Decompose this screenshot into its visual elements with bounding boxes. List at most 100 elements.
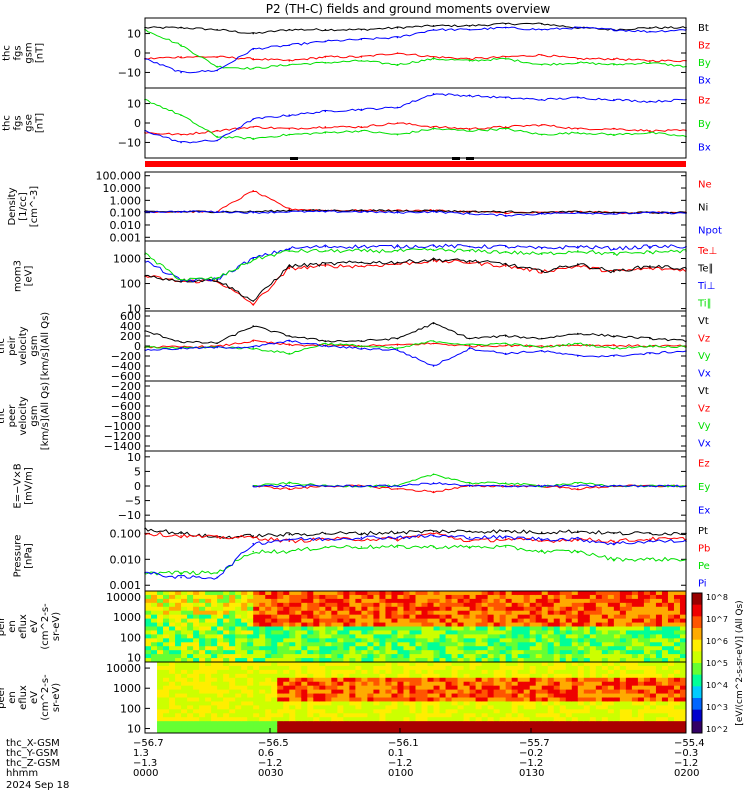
spectrogram-cell	[343, 630, 350, 635]
spectrogram-cell	[193, 662, 200, 667]
colorbar-segment	[692, 593, 702, 606]
spectrogram-cell	[313, 693, 320, 698]
spectrogram-cell	[229, 598, 236, 604]
spectrogram-cell	[589, 610, 597, 616]
spectrogram-cell	[559, 713, 567, 718]
spectrogram-cell	[217, 658, 224, 663]
spectrogram-cell	[661, 725, 669, 730]
spectrogram-cell	[367, 591, 374, 596]
spectrogram-cell	[517, 634, 525, 639]
y-label-line: en	[7, 620, 18, 633]
spectrogram-cell	[385, 658, 392, 663]
spectrogram-cell	[433, 626, 441, 631]
spectrogram-cell	[169, 665, 176, 671]
data-point	[613, 335, 615, 337]
spectrogram-cell	[655, 654, 663, 659]
spectrogram-cell	[589, 646, 597, 651]
spectrogram-cell	[571, 606, 579, 612]
spectrogram-cell	[493, 610, 501, 616]
spectrogram-cell	[589, 622, 597, 627]
spectrogram-cell	[583, 669, 591, 675]
spectrogram-cell	[577, 618, 585, 624]
spectrogram-cell	[505, 721, 513, 726]
spectrogram-cell	[361, 622, 368, 627]
spectrogram-cell	[421, 725, 429, 730]
data-point	[613, 98, 615, 101]
spectrogram-cell	[277, 658, 284, 663]
spectrogram-cell	[571, 713, 579, 718]
spectrogram-cell	[649, 654, 657, 659]
spectrogram-cell	[655, 622, 663, 627]
spectrogram-cell	[535, 713, 543, 718]
spectrogram-cell	[325, 618, 332, 624]
spectrogram-cell	[373, 606, 380, 612]
spectrogram-cell	[343, 713, 350, 718]
spectrogram-cell	[457, 669, 465, 675]
spectrogram-cell	[655, 650, 663, 655]
spectrogram-cell	[649, 638, 657, 643]
spectrogram-cell	[517, 614, 525, 620]
spectrogram-cell	[475, 626, 483, 631]
spectrogram-cell	[205, 681, 212, 687]
spectrogram-cell	[499, 650, 507, 655]
spectrogram-cell	[529, 685, 537, 691]
spectrogram-cell	[481, 697, 489, 702]
spectrogram-cell	[457, 717, 465, 722]
spectrogram-cell	[325, 713, 332, 718]
spectrogram-cell	[385, 646, 392, 651]
data-point	[252, 189, 254, 192]
data-point	[540, 28, 543, 31]
spectrogram-cell	[667, 602, 675, 608]
y-axis-label: thc fgs gse [nT]	[2, 113, 46, 133]
spectrogram-cell	[589, 654, 597, 659]
spectrogram-cell	[241, 697, 248, 702]
spectrogram-cell	[193, 638, 200, 643]
colorbar-tick-label: 10^7	[706, 615, 728, 624]
spectrogram-cell	[325, 721, 332, 726]
data-point	[396, 344, 399, 346]
spectrogram-cell	[499, 669, 507, 675]
spectrogram-cell	[649, 626, 657, 631]
data-point	[288, 63, 291, 66]
spectrogram-cell	[541, 721, 549, 726]
y-tick-label: 100.000	[96, 170, 142, 183]
y-tick-label: −10	[118, 136, 141, 149]
spectrogram-cell	[445, 662, 453, 667]
spectrogram-cell	[253, 634, 260, 639]
spectrogram-cell	[319, 729, 326, 734]
data-point	[180, 114, 182, 117]
spectrogram-cell	[541, 665, 549, 671]
y-axis-label: thcpeerenefluxeV(cm^2-s-sr-eV)	[0, 674, 62, 721]
spectrogram-cell	[271, 642, 278, 647]
spectrogram-cell	[253, 642, 260, 647]
data-point	[577, 128, 579, 130]
spectrogram-cell	[295, 654, 302, 659]
spectrogram-cell	[283, 614, 290, 620]
spectrogram-cell	[427, 638, 435, 643]
spectrogram-cell	[253, 677, 260, 683]
spectrogram-cell	[355, 689, 362, 695]
spectrogram-cell	[475, 642, 483, 647]
spectrogram-cell	[163, 658, 170, 663]
spectrogram-cell	[499, 638, 507, 643]
spectrogram-cell	[265, 598, 272, 604]
spectrogram-cell	[667, 693, 675, 698]
data-point	[540, 213, 543, 215]
spectrogram-cell	[283, 685, 290, 691]
spectrogram-cell	[241, 717, 248, 722]
spectrogram-cell	[235, 626, 242, 631]
spectrogram-cell	[181, 614, 188, 620]
spectrogram-cell	[205, 705, 212, 710]
spectrogram-cell	[361, 697, 368, 702]
data-point	[396, 245, 399, 248]
data-point	[504, 530, 507, 533]
spectrogram-cell	[589, 614, 597, 620]
spectrogram-cell	[529, 646, 537, 651]
spectrogram-cell	[553, 622, 561, 627]
spectrogram-cell	[151, 598, 158, 604]
spectrogram-cell	[373, 677, 380, 683]
spectrogram-cell	[331, 669, 338, 675]
spectrogram-cell	[415, 618, 423, 624]
data-point	[432, 245, 435, 247]
spectrogram-cell	[283, 713, 290, 718]
